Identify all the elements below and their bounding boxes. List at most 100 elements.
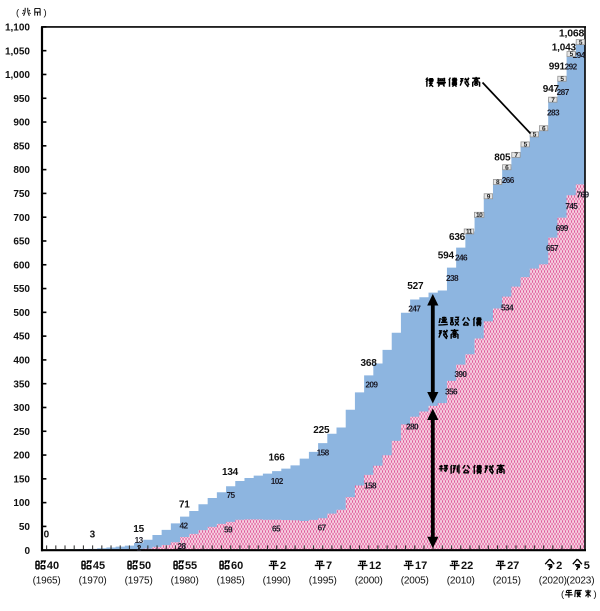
svg-text:50: 50	[19, 522, 31, 533]
svg-text:2: 2	[137, 543, 142, 553]
svg-text:(2020): (2020)	[539, 575, 567, 586]
svg-text:42: 42	[179, 521, 188, 531]
svg-text:(1970): (1970)	[79, 575, 107, 586]
svg-text:800: 800	[13, 165, 30, 176]
svg-text:): )	[594, 589, 597, 600]
svg-text:805: 805	[494, 153, 511, 164]
svg-text:5: 5	[560, 76, 564, 83]
svg-text:150: 150	[13, 474, 30, 485]
svg-text:5: 5	[533, 132, 537, 139]
svg-text:6: 6	[542, 125, 546, 132]
svg-text:17: 17	[415, 560, 427, 572]
svg-text:550: 550	[13, 284, 30, 295]
svg-text:238: 238	[446, 273, 459, 283]
svg-text:(1980): (1980)	[171, 575, 199, 586]
svg-text:158: 158	[364, 481, 377, 491]
svg-text:294: 294	[573, 50, 586, 60]
svg-text:28: 28	[177, 541, 186, 551]
svg-text:900: 900	[13, 118, 30, 129]
svg-text:(2010): (2010)	[447, 575, 475, 586]
svg-text:7: 7	[514, 152, 518, 159]
svg-text:500: 500	[13, 308, 30, 319]
svg-text:2: 2	[280, 560, 286, 572]
svg-text:50: 50	[139, 560, 151, 572]
svg-text:(2015): (2015)	[493, 575, 521, 586]
svg-text:134: 134	[222, 467, 239, 478]
svg-text:7: 7	[551, 97, 555, 104]
svg-text:300: 300	[13, 403, 30, 414]
svg-text:769: 769	[576, 190, 589, 200]
svg-text:5: 5	[570, 51, 574, 58]
svg-text:250: 250	[13, 427, 30, 438]
svg-text:27: 27	[507, 560, 519, 572]
svg-text:3: 3	[90, 530, 96, 541]
svg-text:(1995): (1995)	[309, 575, 337, 586]
svg-text:400: 400	[13, 356, 30, 367]
svg-text:700: 700	[13, 213, 30, 224]
svg-text:(: (	[561, 589, 565, 600]
svg-text:1,068: 1,068	[559, 28, 585, 40]
svg-text:527: 527	[407, 281, 424, 292]
svg-text:600: 600	[13, 260, 30, 271]
svg-text:368: 368	[361, 358, 378, 369]
svg-text:350: 350	[13, 379, 30, 390]
svg-text:5: 5	[579, 39, 583, 46]
svg-text:(1965): (1965)	[33, 575, 61, 586]
svg-text:11: 11	[466, 229, 473, 236]
svg-text:2: 2	[556, 560, 562, 572]
svg-text:8: 8	[496, 179, 500, 186]
svg-text:(1990): (1990)	[263, 575, 291, 586]
svg-text:1,000: 1,000	[5, 70, 30, 81]
svg-text:102: 102	[271, 476, 284, 486]
svg-text:699: 699	[556, 223, 569, 233]
svg-text:1,100: 1,100	[5, 23, 30, 34]
svg-text:100: 100	[13, 498, 30, 509]
svg-text:1,050: 1,050	[5, 46, 30, 57]
svg-text:65: 65	[272, 524, 281, 534]
svg-text:636: 636	[449, 232, 466, 243]
svg-text:(1985): (1985)	[217, 575, 245, 586]
svg-text:6: 6	[505, 164, 509, 171]
svg-text:5: 5	[584, 560, 590, 572]
svg-text:390: 390	[454, 369, 467, 379]
svg-text:158: 158	[317, 447, 330, 457]
svg-text:594: 594	[438, 251, 455, 262]
svg-text:947: 947	[543, 84, 560, 95]
svg-text:991: 991	[549, 62, 566, 73]
svg-text:71: 71	[179, 500, 190, 511]
svg-text:292: 292	[565, 61, 578, 71]
svg-text:12: 12	[369, 560, 381, 572]
svg-text:356: 356	[445, 386, 458, 396]
svg-text:1,043: 1,043	[552, 43, 577, 54]
svg-text:45: 45	[93, 560, 105, 572]
svg-text:283: 283	[547, 107, 560, 117]
svg-text:0: 0	[44, 530, 50, 541]
svg-text:534: 534	[501, 302, 514, 312]
svg-text:67: 67	[318, 523, 327, 533]
svg-text:247: 247	[408, 304, 421, 314]
svg-text:200: 200	[13, 451, 30, 462]
svg-text:225: 225	[313, 425, 330, 436]
svg-text:22: 22	[461, 560, 473, 572]
svg-text:(2023): (2023)	[566, 575, 594, 586]
svg-text:10: 10	[476, 212, 483, 219]
svg-text:(: (	[16, 7, 20, 18]
svg-text:950: 950	[13, 94, 30, 105]
svg-text:850: 850	[13, 141, 30, 152]
svg-text:9: 9	[487, 193, 491, 200]
svg-text:657: 657	[546, 243, 559, 253]
svg-text:750: 750	[13, 189, 30, 200]
svg-text:): )	[44, 7, 47, 18]
svg-text:287: 287	[557, 87, 570, 97]
svg-text:0: 0	[24, 546, 30, 557]
svg-text:15: 15	[133, 524, 144, 535]
svg-text:280: 280	[406, 422, 419, 432]
svg-text:60: 60	[231, 560, 243, 572]
svg-text:55: 55	[185, 560, 197, 572]
svg-text:209: 209	[365, 380, 378, 390]
svg-text:(2000): (2000)	[355, 575, 383, 586]
svg-text:650: 650	[13, 237, 30, 248]
svg-text:59: 59	[224, 525, 233, 535]
svg-text:246: 246	[455, 253, 468, 263]
svg-text:40: 40	[47, 560, 59, 572]
